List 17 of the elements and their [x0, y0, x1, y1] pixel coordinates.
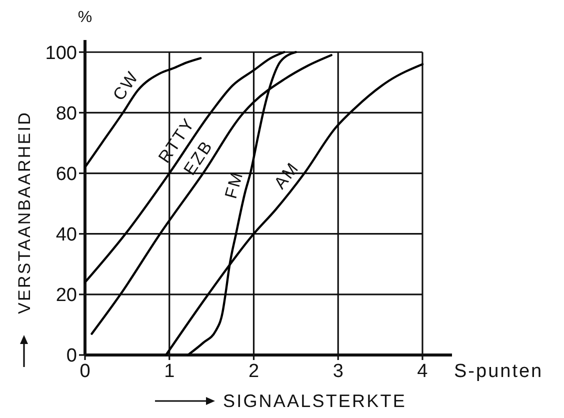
- x-tick-label: 4: [417, 361, 428, 382]
- x-tick-label: 1: [164, 361, 175, 382]
- text: CW: [109, 67, 143, 104]
- text: S-punten: [454, 361, 544, 382]
- y-tick-label: 100: [45, 42, 77, 64]
- text: FM: [221, 169, 247, 201]
- text: %: [78, 9, 92, 26]
- y-axis-title: VERSTAANBAARHEID: [15, 111, 34, 314]
- y-tick-label: 20: [56, 285, 77, 306]
- y-tick-label: 60: [56, 164, 77, 185]
- x-tick-label: 3: [332, 361, 344, 382]
- x-axis-title: SIGNAALSTERKTE: [223, 391, 406, 411]
- x-tick-label: 0: [80, 361, 90, 382]
- y-tick-label: 40: [56, 224, 77, 246]
- y-tick-label: 0: [66, 346, 77, 367]
- y-tick-label: 80: [56, 103, 77, 124]
- x-tick-label: 2: [248, 361, 260, 382]
